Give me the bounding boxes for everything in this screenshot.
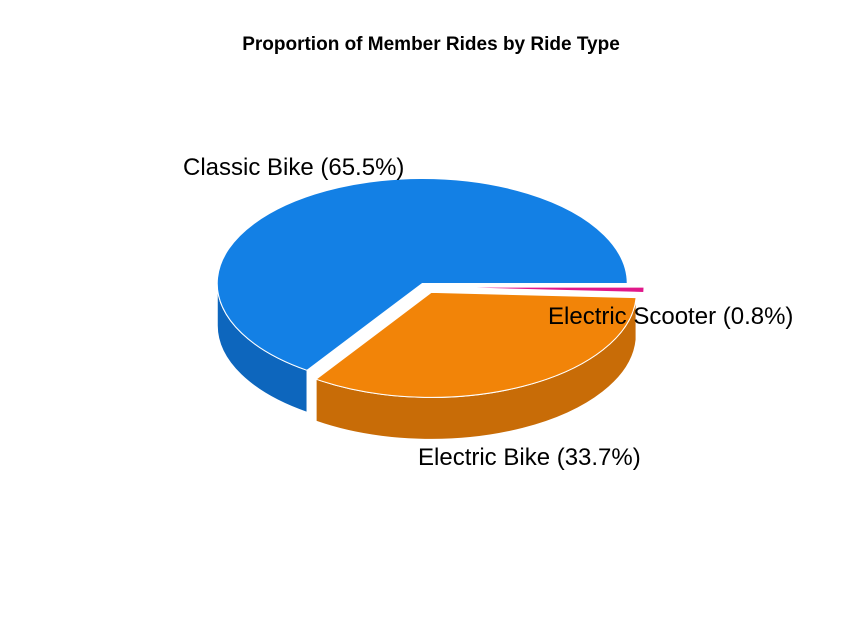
slice-label-electric-scooter: Electric Scooter (0.8%) bbox=[548, 303, 793, 330]
slice-top-electric-bike bbox=[315, 291, 637, 398]
pie-tops bbox=[216, 177, 645, 398]
slice-label-classic-bike: Classic Bike (65.5%) bbox=[183, 154, 404, 181]
slice-top-electric-scooter bbox=[438, 286, 645, 293]
chart-title: Proportion of Member Rides by Ride Type bbox=[242, 34, 620, 55]
slice-label-electric-bike: Electric Bike (33.7%) bbox=[418, 444, 641, 471]
slice-top-classic-bike bbox=[216, 177, 628, 371]
slice-labels: Classic Bike (65.5%) Electric Bike (33.7%… bbox=[183, 154, 793, 471]
